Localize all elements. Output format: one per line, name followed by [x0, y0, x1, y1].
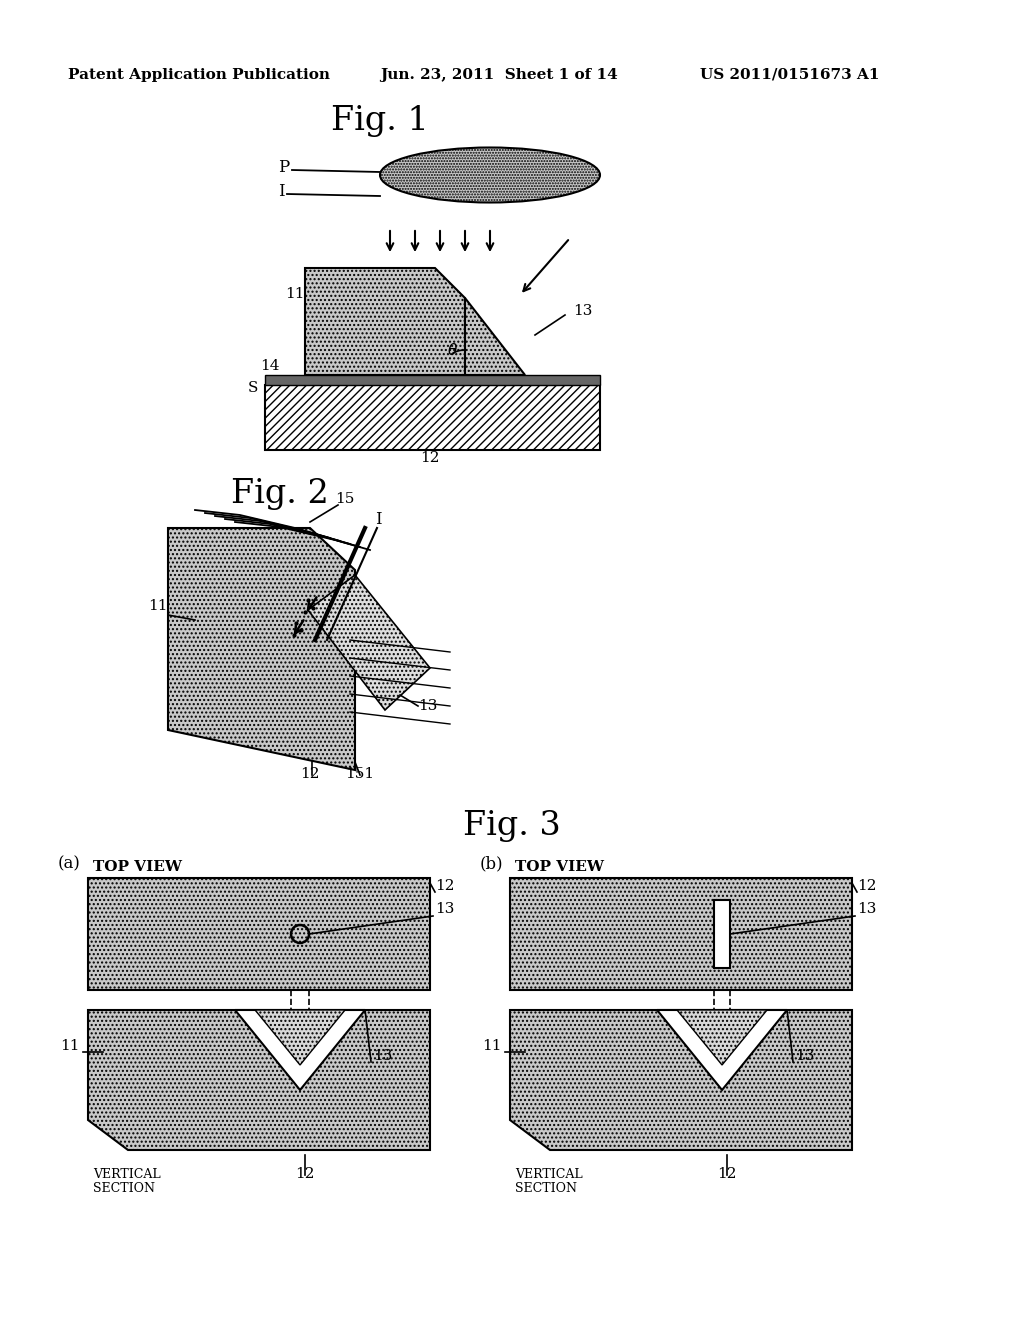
Text: VERTICAL: VERTICAL: [515, 1168, 583, 1181]
Polygon shape: [255, 1010, 345, 1065]
Text: 14: 14: [260, 359, 280, 374]
Text: 15: 15: [335, 492, 354, 506]
Text: 13: 13: [573, 304, 592, 318]
Bar: [88, 878, 430, 990]
Text: 11: 11: [60, 1039, 80, 1053]
Text: $\theta$: $\theta$: [447, 342, 458, 358]
Text: P: P: [278, 158, 289, 176]
Bar: [510, 878, 852, 990]
Text: 11: 11: [482, 1039, 502, 1053]
Polygon shape: [677, 1010, 767, 1065]
Polygon shape: [305, 268, 465, 375]
Text: 13: 13: [795, 1049, 814, 1063]
Polygon shape: [657, 1010, 787, 1090]
Text: 13: 13: [418, 700, 437, 713]
Polygon shape: [168, 528, 355, 770]
Text: (b): (b): [480, 855, 504, 873]
Text: 13: 13: [857, 902, 877, 916]
Text: SECTION: SECTION: [515, 1181, 577, 1195]
Text: 13: 13: [373, 1049, 392, 1063]
Text: 11: 11: [148, 599, 168, 612]
Text: (a): (a): [58, 855, 81, 873]
Polygon shape: [308, 576, 430, 710]
Text: Fig. 2: Fig. 2: [231, 478, 329, 510]
Text: I: I: [375, 511, 382, 528]
Bar: [265, 385, 600, 450]
Ellipse shape: [380, 148, 600, 202]
Text: 12: 12: [300, 767, 319, 781]
Bar: [714, 900, 730, 968]
Text: 11: 11: [285, 286, 304, 301]
Polygon shape: [88, 1010, 430, 1150]
Text: 12: 12: [857, 879, 877, 894]
Text: 12: 12: [435, 879, 455, 894]
Text: Fig. 3: Fig. 3: [463, 810, 561, 842]
Text: TOP VIEW: TOP VIEW: [93, 861, 182, 874]
Text: 12: 12: [717, 1167, 736, 1181]
Polygon shape: [510, 1010, 852, 1150]
Text: I: I: [278, 183, 285, 201]
Text: Jun. 23, 2011  Sheet 1 of 14: Jun. 23, 2011 Sheet 1 of 14: [380, 69, 617, 82]
Text: Fig. 1: Fig. 1: [331, 106, 429, 137]
Text: Patent Application Publication: Patent Application Publication: [68, 69, 330, 82]
Polygon shape: [236, 1010, 365, 1090]
Text: VERTICAL: VERTICAL: [93, 1168, 161, 1181]
Text: US 2011/0151673 A1: US 2011/0151673 A1: [700, 69, 880, 82]
Text: 12: 12: [420, 451, 439, 465]
Bar: [265, 375, 600, 385]
Text: 13: 13: [435, 902, 455, 916]
Polygon shape: [465, 298, 525, 375]
Text: 151: 151: [345, 767, 374, 781]
Text: 12: 12: [295, 1167, 314, 1181]
Text: TOP VIEW: TOP VIEW: [515, 861, 604, 874]
Text: SECTION: SECTION: [93, 1181, 155, 1195]
Text: S: S: [248, 381, 258, 395]
